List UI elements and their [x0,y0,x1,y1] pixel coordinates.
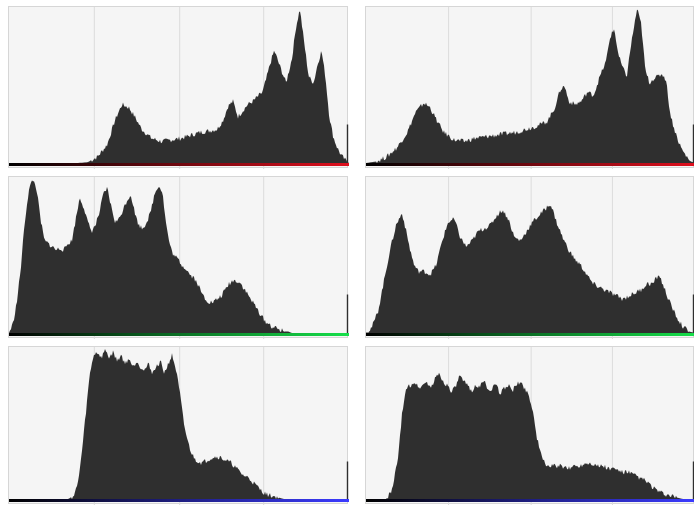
histogram-panel-green-left [8,176,349,339]
channel-gradient-bar [9,163,349,166]
histogram-green-left [9,177,349,339]
histogram-panel-red-left [8,6,349,169]
histogram-panel-blue-right [365,346,694,505]
channel-gradient-bar [366,163,694,166]
channel-gradient-bar [9,499,349,502]
histogram-area [366,205,694,333]
channel-gradient-bar [366,499,694,502]
histogram-red-left [9,7,349,169]
histogram-area [9,11,349,164]
histogram-red-right [366,7,694,169]
histogram-green-right [366,177,694,339]
histogram-panel-blue-left [8,346,349,505]
histogram-area [9,180,349,333]
histogram-panel-red-right [365,6,694,169]
histogram-area [9,349,349,499]
channel-gradient-bar [366,333,694,336]
histogram-area [366,372,694,499]
histogram-panel-green-right [365,176,694,339]
histogram-area [366,9,694,163]
channel-gradient-bar [9,333,349,336]
histogram-blue-right [366,347,694,505]
histogram-blue-left [9,347,349,505]
